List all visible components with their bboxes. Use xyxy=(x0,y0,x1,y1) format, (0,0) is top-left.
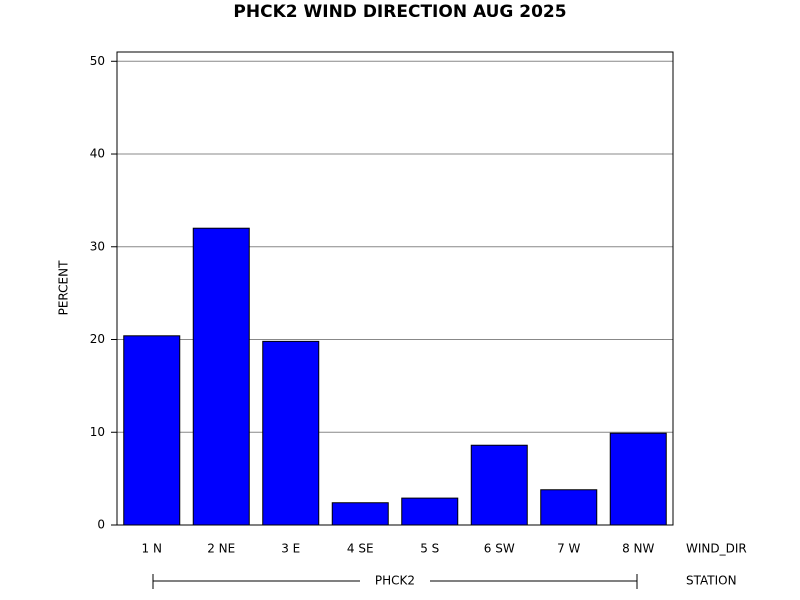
y-tick-label: 10 xyxy=(90,425,105,439)
group-axis-label: STATION xyxy=(686,574,737,588)
y-tick-label: 30 xyxy=(90,239,105,253)
bar xyxy=(331,502,389,526)
x-tick-label: 3 E xyxy=(281,542,300,556)
y-tick-label: 0 xyxy=(97,518,105,532)
y-tick-label: 50 xyxy=(90,54,105,68)
group-label: PHCK2 xyxy=(375,574,415,588)
x-tick-label: 6 SW xyxy=(484,542,515,556)
bar xyxy=(609,432,667,526)
x-tick-label: 8 NW xyxy=(622,542,654,556)
x-axis-label: WIND_DIR xyxy=(686,542,747,556)
x-tick-label: 5 S xyxy=(420,542,439,556)
chart-title: PHCK2 WIND DIRECTION AUG 2025 xyxy=(233,2,566,22)
x-tick-label: 7 W xyxy=(557,542,580,556)
y-tick-label: 40 xyxy=(90,147,105,161)
y-tick-label: 20 xyxy=(90,332,105,346)
group-label-bg xyxy=(360,572,430,590)
x-tick-label: 2 NE xyxy=(207,542,235,556)
x-tick-label: 4 SE xyxy=(347,542,374,556)
bar xyxy=(401,497,459,526)
bar xyxy=(262,340,320,526)
bar xyxy=(470,444,528,526)
bar xyxy=(192,227,250,526)
x-tick-label: 1 N xyxy=(142,542,162,556)
y-axis-label: PERCENT xyxy=(57,260,71,315)
plot-frame xyxy=(116,51,674,526)
bar xyxy=(123,335,181,526)
bar xyxy=(540,489,598,526)
